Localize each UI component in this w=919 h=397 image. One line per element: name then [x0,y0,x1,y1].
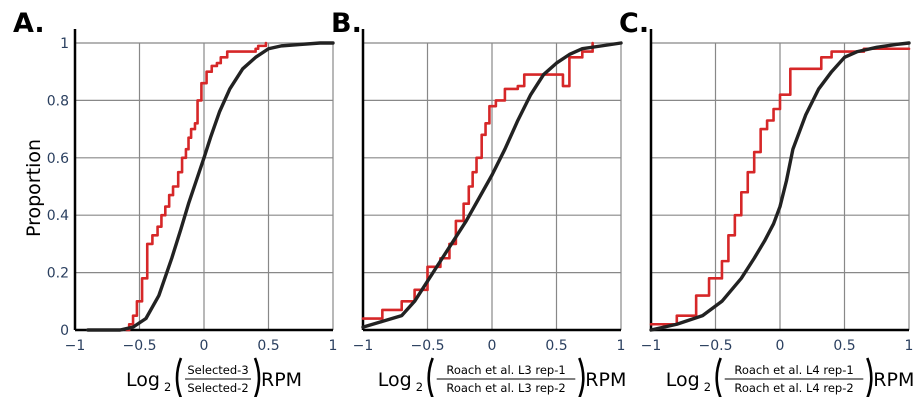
y-tick-label: 0 [60,323,69,339]
x-tick-label: 0.5 [257,338,279,354]
cdf-line-all [649,41,911,332]
x-label-denominator: Selected-2 [187,381,248,395]
x-tick-label: 0 [488,338,497,354]
x-axis-label: Log 2 Roach et al. L4 rep-1 Roach et al. L4… [666,357,914,397]
x-tick-label: −0.5 [123,338,157,354]
x-label-paren-left [175,357,183,397]
x-label-unit: RPM [261,369,302,391]
cdf-line-selected [361,41,594,320]
x-label-unit: RPM [873,369,914,391]
x-label-numerator: Roach et al. L3 rep-1 [446,363,565,377]
x-label-subscript: 2 [704,380,711,394]
x-label-log: Log [126,369,160,391]
x-tick-label: 0.5 [545,338,567,354]
x-label-subscript: 2 [164,380,171,394]
cdf-line-selected [125,41,268,332]
x-label-denominator: Roach et al. L4 rep-2 [734,381,853,395]
cdf-line-selected [649,47,911,326]
x-label-numerator: Selected-3 [187,363,248,377]
y-tick-label: 1 [60,36,69,52]
x-tick-label: 0 [200,338,209,354]
x-tick-label: 1 [329,338,338,354]
x-tick-label: −0.5 [411,338,445,354]
x-tick-label: 0.5 [833,338,855,354]
x-axis-label: Log 2 Roach et al. L3 rep-1 Roach et al. L3… [378,357,626,397]
panel-letter: B. [331,8,362,39]
y-tick-label: 0.8 [47,93,69,109]
x-label-denominator: Roach et al. L3 rep-2 [446,381,565,395]
panel-c: −1 −0.5 0 0.5 1 C. Log 2 Roach et al. L4 rep-1 Ro… [619,8,914,397]
x-label-paren-right [578,357,585,397]
x-tick-label: −1 [641,338,662,354]
x-label-unit: RPM [585,369,626,391]
x-label-paren-right [866,357,873,397]
x-label-paren-left [427,357,434,397]
x-tick-label: 0 [776,338,785,354]
x-label-paren-left [715,357,722,397]
x-tick-label: 1 [617,338,626,354]
panels-group: 0 0.2 0.4 0.6 0.8 1 −1 −0.5 0 0.5 1 A. Log 2 Selected-… [13,8,914,397]
x-label-numerator: Roach et al. L4 rep-1 [734,363,853,377]
cdf-line-all [86,41,335,332]
panel-letter: C. [619,8,649,39]
panel-a: 0 0.2 0.4 0.6 0.8 1 −1 −0.5 0 0.5 1 A. Log 2 Selected-… [13,8,337,397]
x-tick-label: −1 [353,338,374,354]
x-tick-label: 1 [905,338,914,354]
x-label-log: Log [666,369,700,391]
y-tick-label: 0.6 [47,151,69,167]
panel-b: −1 −0.5 0 0.5 1 B. Log 2 Roach et al. L3 rep-1 Ro… [331,8,626,397]
y-tick-label: 0.2 [47,266,69,282]
panel-letter: A. [13,8,45,39]
cdf-line-all [361,41,623,329]
y-tick-label: 0.4 [47,208,69,224]
y-axis-label: Proportion [23,139,45,237]
x-label-paren-right [253,357,261,397]
x-axis-label: Log 2 Selected-3 Selected-2 RPM [126,357,302,397]
x-tick-label: −0.5 [699,338,733,354]
x-label-subscript: 2 [416,380,423,394]
x-tick-label: −1 [65,338,86,354]
x-label-log: Log [378,369,412,391]
